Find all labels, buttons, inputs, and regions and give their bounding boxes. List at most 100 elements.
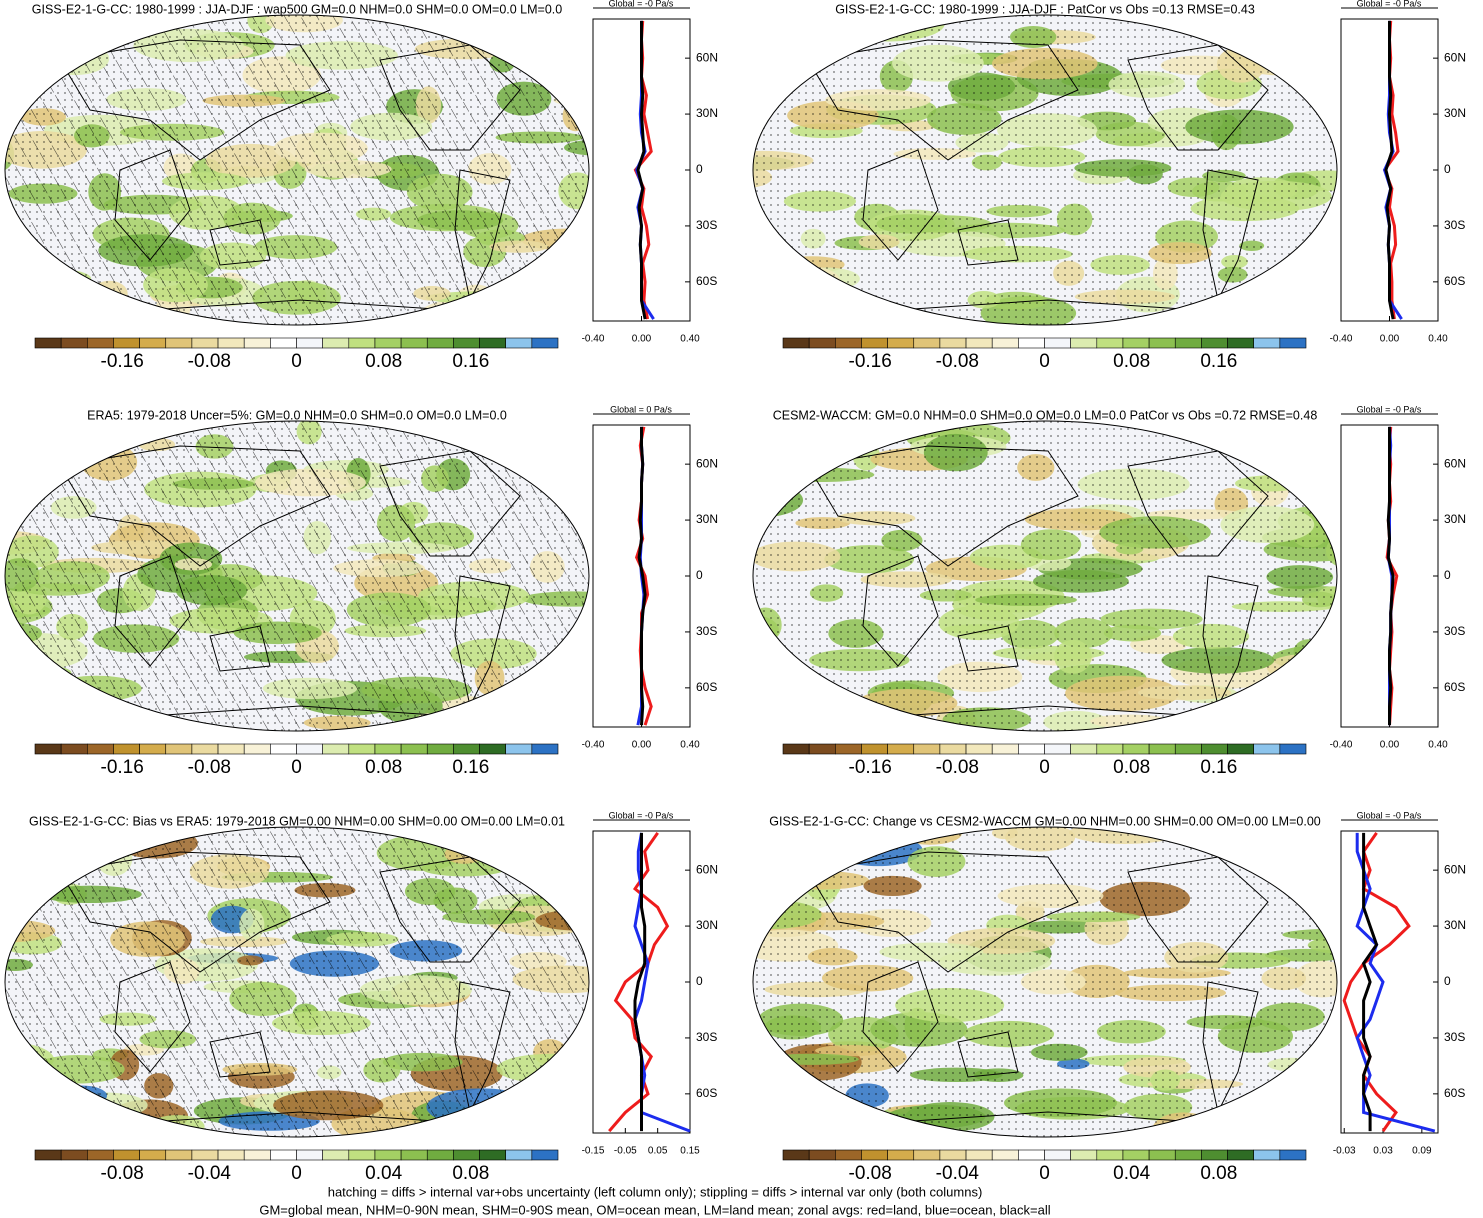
coastline [114,961,191,1073]
colorbar-box [861,1149,888,1161]
colorbar-label: 0.08 [1113,351,1150,372]
colorbar-label: -0.04 [188,1163,232,1184]
field-patch [763,306,857,324]
colorbar-label: -0.08 [936,351,979,372]
colorbar-box [887,337,915,349]
y-tick-label: 60N [696,50,718,64]
colorbar-box [113,1149,140,1161]
y-tick-label: 60N [696,862,718,876]
map [5,827,589,1137]
colorbar-label: 0.04 [1113,1163,1150,1184]
field-patch [530,1107,589,1137]
field-patch [5,841,55,877]
field-patch [518,1098,585,1118]
field-patch [524,425,589,460]
y-tick-label: 0 [696,162,703,176]
colorbar-box [243,337,271,349]
colorbar-box [60,1149,88,1161]
colorbar-box [1148,743,1176,755]
colorbar-label: 0.08 [365,351,402,372]
colorbar-box [479,337,506,349]
colorbar-box [453,1149,480,1161]
colorbar-box [400,743,428,755]
y-tick-label: 30N [1444,106,1466,120]
colorbar-box [1018,1149,1045,1161]
colorbar-box [374,743,402,755]
colorbar-box [374,337,402,349]
colorbar-box [296,337,323,349]
field-patch [753,877,775,895]
colorbar-box [1201,743,1228,755]
map-border [4,420,590,732]
map [5,15,589,325]
colorbar-box [965,337,993,349]
coastline [957,219,1019,266]
x-tick-label: 0.00 [1380,334,1400,345]
map-border [752,420,1338,732]
colorbar-box [1018,743,1045,755]
colorbar-box [322,337,350,349]
field-patch [5,695,23,719]
y-tick-label: 30N [696,106,718,120]
colorbar-box [1096,1149,1124,1161]
field-patch [1215,300,1248,323]
colorbar-box [531,1149,559,1161]
colorbar-box [939,743,967,755]
y-tick-label: 60S [1444,274,1465,288]
stippling [753,421,1337,731]
x-tick-label: 0.40 [680,334,700,345]
y-tick-label: 30N [696,512,718,526]
field-patch [753,857,795,872]
colorbar-box [1122,743,1150,755]
colorbar-label: -0.04 [936,1163,980,1184]
colorbar-label: -0.16 [849,351,892,372]
footer-line: GM=global mean, NHM=0-90N mean, SHM=0-90… [259,1202,1050,1217]
colorbar-box [1227,337,1254,349]
y-tick-label: 30S [1444,218,1465,232]
zonal-line [1386,426,1395,726]
colorbar-label: -0.16 [849,757,892,778]
field-patch [536,680,589,696]
colorbar-box [965,743,993,755]
field-patch [5,458,71,488]
field-patch [5,1106,99,1122]
colorbar-box [217,743,245,755]
colorbar-box [505,1149,533,1161]
y-tick-label: 0 [1444,162,1451,176]
colorbar-box [87,743,114,755]
y-tick-label: 0 [696,568,703,582]
colorbar-label: -0.08 [849,1163,892,1184]
field-patch [564,687,589,718]
coastline [59,851,331,973]
zonal-line [1342,832,1411,1132]
colorbar-label: -0.08 [188,757,231,778]
colorbar-label: -0.16 [101,757,144,778]
field-patch [753,1105,790,1134]
coastline [59,39,331,161]
colorbar-box [426,1149,454,1161]
field-patch [753,20,800,42]
zonal-line [1384,20,1395,320]
field-patch [1244,291,1312,325]
colorbar-label: -0.08 [101,1163,144,1184]
field-patch [788,1105,848,1130]
colorbar-box [191,337,219,349]
x-tick-label: -0.05 [614,1146,637,1157]
field-patch [581,221,589,233]
map [753,827,1337,1137]
field-patch [508,691,578,726]
colorbar-box [348,1149,376,1161]
colorbar-box [531,743,559,755]
panel: GISS-E2-1-G-CC: 1980-1999 : JJA-DJF : Pa… [752,0,1466,372]
colorbar-box [835,743,862,755]
y-tick-label: 0 [1444,974,1451,988]
colorbar-box [782,337,810,349]
y-tick-label: 30N [1444,918,1466,932]
y-tick-label: 30S [696,1030,717,1044]
field-patch [763,1076,812,1099]
colorbar-box [113,743,140,755]
colorbar-box [808,337,836,349]
colorbar-box [782,1149,810,1161]
colorbar-box [479,743,506,755]
colorbar-box [296,1149,323,1161]
